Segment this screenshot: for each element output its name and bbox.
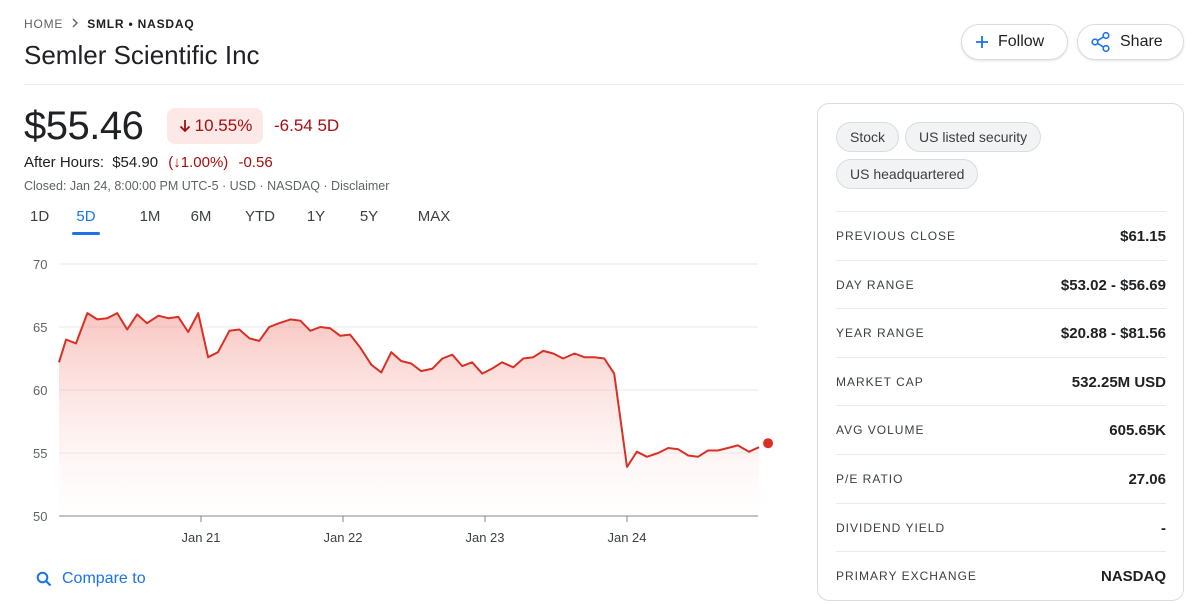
- after-hours-price: $54.90: [112, 154, 159, 171]
- chevron-right-icon: [71, 17, 79, 31]
- stat-previous-close: PREVIOUS CLOSE $61.15: [836, 211, 1166, 260]
- y-tick-label: 50: [33, 509, 47, 524]
- stat-value: 27.06: [1128, 470, 1166, 488]
- stat-dividend-yield: DIVIDEND YIELD -: [836, 503, 1166, 552]
- key-stats-card: Stock US listed security US headquartere…: [817, 103, 1184, 601]
- stat-value: 605.65K: [1109, 421, 1166, 439]
- chip-us-headquartered[interactable]: US headquartered: [836, 159, 979, 189]
- x-tick-label: Jan 23: [465, 530, 504, 545]
- stat-day-range: DAY RANGE $53.02 - $56.69: [836, 260, 1166, 309]
- plus-icon: [976, 36, 988, 48]
- stat-label: DIVIDEND YIELD: [836, 521, 946, 535]
- stat-label: P/E RATIO: [836, 472, 904, 486]
- stat-pe-ratio: P/E RATIO 27.06: [836, 454, 1166, 503]
- x-axis: Jan 21 Jan 22 Jan 23 Jan 24: [181, 516, 647, 545]
- x-tick-label: Jan 21: [181, 530, 220, 545]
- after-hours-change: -0.56: [238, 154, 273, 171]
- stat-label: PREVIOUS CLOSE: [836, 229, 957, 243]
- tab-6m[interactable]: 6M: [190, 208, 212, 225]
- stat-primary-exchange: PRIMARY EXCHANGE NASDAQ: [836, 551, 1166, 600]
- percent-change-badge: 10.55%: [167, 108, 263, 144]
- y-tick-label: 60: [33, 383, 47, 398]
- search-icon: [36, 571, 52, 587]
- chip-us-listed-security[interactable]: US listed security: [905, 122, 1042, 152]
- stat-value: 532.25M USD: [1071, 373, 1166, 391]
- current-price: $55.46: [24, 104, 144, 148]
- after-hours-percent: (↓1.00%): [168, 154, 229, 171]
- tab-1d[interactable]: 1D: [30, 208, 50, 225]
- y-axis: 70 65 60 55 50: [33, 257, 47, 524]
- header-divider: [24, 84, 1184, 85]
- stat-label: PRIMARY EXCHANGE: [836, 569, 977, 583]
- market-status-line: Closed: Jan 24, 8:00:00 PM UTC-5 · USD ·…: [24, 179, 390, 193]
- chip-stock[interactable]: Stock: [836, 122, 900, 152]
- arrow-down-icon: [179, 120, 190, 133]
- share-label: Share: [1120, 33, 1163, 50]
- price-chart[interactable]: 70 65 60 55 50 Jan 21 Jan 22 Jan 23 Jan 24: [0, 250, 790, 560]
- stat-label: DAY RANGE: [836, 278, 915, 292]
- stat-avg-volume: AVG VOLUME 605.65K: [836, 405, 1166, 454]
- percent-change: 10.55%: [194, 116, 253, 135]
- share-button[interactable]: Share: [1077, 24, 1184, 60]
- stat-label: YEAR RANGE: [836, 326, 925, 340]
- compare-to-button[interactable]: Compare to: [36, 570, 146, 588]
- y-tick-label: 55: [33, 446, 47, 461]
- tab-1m[interactable]: 1M: [139, 208, 161, 225]
- range-tabs: 1D 5D 1M 6M YTD 1Y 5Y MAX: [30, 208, 454, 235]
- stat-year-range: YEAR RANGE $20.88 - $81.56: [836, 308, 1166, 357]
- price-line: [58, 312, 760, 468]
- follow-button[interactable]: Follow: [961, 24, 1068, 60]
- breadcrumb: HOME SMLR • NASDAQ: [24, 17, 194, 31]
- after-hours-line: After Hours: $54.90 (↓1.00%) -0.56: [24, 154, 273, 171]
- y-tick-label: 70: [33, 257, 47, 272]
- price-area: [59, 313, 760, 516]
- follow-label: Follow: [998, 33, 1045, 50]
- stat-value: -: [1161, 519, 1166, 537]
- y-tick-label: 65: [33, 320, 47, 335]
- current-price-marker: [763, 438, 774, 449]
- share-icon: [1091, 31, 1110, 53]
- page-title: Semler Scientific Inc: [24, 40, 260, 70]
- stat-value: $20.88 - $81.56: [1060, 324, 1166, 342]
- tab-1y[interactable]: 1Y: [306, 208, 326, 225]
- tab-5d[interactable]: 5D: [72, 208, 100, 235]
- stat-value: $61.15: [1120, 227, 1166, 245]
- x-tick-label: Jan 24: [607, 530, 646, 545]
- stat-label: MARKET CAP: [836, 375, 924, 389]
- tab-ytd[interactable]: YTD: [245, 208, 275, 225]
- breadcrumb-ticker: SMLR • NASDAQ: [87, 17, 195, 31]
- breadcrumb-home[interactable]: HOME: [24, 17, 64, 31]
- stat-label: AVG VOLUME: [836, 423, 925, 437]
- absolute-change: -6.54 5D: [274, 116, 340, 135]
- tab-max[interactable]: MAX: [417, 208, 451, 225]
- tab-5y[interactable]: 5Y: [359, 208, 379, 225]
- compare-to-label: Compare to: [62, 570, 146, 587]
- x-tick-label: Jan 22: [323, 530, 362, 545]
- stat-value: $53.02 - $56.69: [1060, 276, 1166, 294]
- after-hours-label: After Hours:: [24, 154, 105, 171]
- stat-market-cap: MARKET CAP 532.25M USD: [836, 357, 1166, 406]
- stat-value: NASDAQ: [1100, 567, 1166, 585]
